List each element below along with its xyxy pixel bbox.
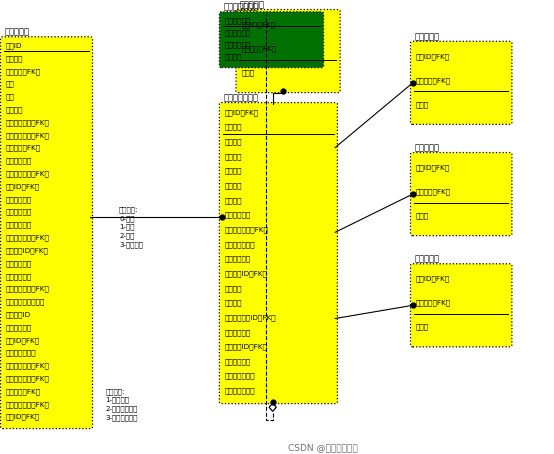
Text: 最近更新时间: 最近更新时间 bbox=[225, 329, 251, 336]
Text: 诊疗ID（FK）: 诊疗ID（FK） bbox=[416, 164, 450, 171]
Text: 诊疗ID（FK）: 诊疗ID（FK） bbox=[242, 21, 276, 28]
Text: 诊断序号（FK）: 诊断序号（FK） bbox=[242, 45, 276, 52]
Text: 首诊科室代码: 首诊科室代码 bbox=[6, 260, 32, 267]
FancyBboxPatch shape bbox=[1, 37, 93, 429]
Text: 机构ID（FK）: 机构ID（FK） bbox=[6, 183, 40, 190]
Text: 诊断分型描述: 诊断分型描述 bbox=[225, 212, 251, 218]
Text: 诊断状态:
0-候诊
1-确诊
2-排除
3-编码更改: 诊断状态: 0-候诊 1-确诊 2-排除 3-编码更改 bbox=[119, 207, 143, 247]
Text: 计划就诊日期: 计划就诊日期 bbox=[6, 273, 32, 280]
FancyBboxPatch shape bbox=[219, 12, 324, 68]
Text: 职业代号（FK）: 职业代号（FK） bbox=[6, 145, 41, 152]
Text: 绩码用户ID（FK）: 绩码用户ID（FK） bbox=[225, 344, 268, 350]
Text: 患者ID（FK）: 患者ID（FK） bbox=[6, 337, 40, 344]
Text: 是否儿童病例: 是否儿童病例 bbox=[6, 196, 32, 202]
Text: 诊断类型名称: 诊断类型名称 bbox=[225, 41, 251, 48]
Text: 诊断类型代号（FK）: 诊断类型代号（FK） bbox=[225, 227, 269, 233]
Text: 诊疗ID: 诊疗ID bbox=[6, 42, 23, 49]
Text: 参保人员编号: 参保人员编号 bbox=[6, 324, 32, 331]
Text: 诊断录入用户ID（FK）: 诊断录入用户ID（FK） bbox=[225, 314, 276, 321]
Text: 患者片区代号（FK）: 患者片区代号（FK） bbox=[6, 170, 50, 177]
Text: 诊断序号（FK）: 诊断序号（FK） bbox=[416, 77, 451, 84]
Text: 是否流动人口: 是否流动人口 bbox=[6, 222, 32, 228]
Text: 绩码员诊断编码: 绩码员诊断编码 bbox=[225, 373, 255, 380]
Text: 诊断名称: 诊断名称 bbox=[225, 197, 243, 204]
Text: 挂别代号（FK）: 挂别代号（FK） bbox=[6, 68, 41, 74]
Text: 诊疗记录表: 诊疗记录表 bbox=[4, 28, 29, 37]
Text: 诊断编码: 诊断编码 bbox=[225, 183, 243, 189]
Text: 诊疗ID（FK）: 诊疗ID（FK） bbox=[416, 276, 450, 282]
Text: 先诊后付划价单流水: 先诊后付划价单流水 bbox=[6, 299, 45, 305]
Text: 出院诊断表: 出院诊断表 bbox=[414, 255, 439, 264]
Text: 顺序号: 顺序号 bbox=[242, 69, 255, 76]
Text: 诊断序号（FK）: 诊断序号（FK） bbox=[416, 300, 451, 306]
Text: 年龄: 年龄 bbox=[6, 81, 15, 87]
FancyBboxPatch shape bbox=[411, 264, 512, 347]
Text: 诊疗ID（FK）: 诊疗ID（FK） bbox=[225, 109, 259, 116]
Text: 医疗类别代号（FK）: 医疗类别代号（FK） bbox=[6, 286, 50, 292]
FancyBboxPatch shape bbox=[219, 103, 337, 404]
FancyBboxPatch shape bbox=[411, 153, 512, 236]
Text: 险种类型代号（FK）: 险种类型代号（FK） bbox=[6, 132, 50, 138]
Text: 诊断时间: 诊断时间 bbox=[225, 138, 243, 145]
Text: 诊断类型代码表: 诊断类型代码表 bbox=[223, 3, 258, 12]
Text: 门诊诊断表: 门诊诊断表 bbox=[414, 32, 439, 41]
Text: 医保就诊ID: 医保就诊ID bbox=[6, 311, 32, 318]
Text: 是否传染性疾病: 是否传染性疾病 bbox=[225, 241, 255, 247]
Text: 诊疗ID（FK）: 诊疗ID（FK） bbox=[416, 53, 450, 59]
Text: 接诊时间: 接诊时间 bbox=[6, 106, 24, 113]
Text: 患者姓名: 患者姓名 bbox=[6, 55, 24, 62]
Text: 午别代号（FK）: 午别代号（FK） bbox=[6, 388, 41, 395]
Text: 挂号ID（FK）: 挂号ID（FK） bbox=[6, 414, 40, 420]
Text: 顺序号: 顺序号 bbox=[416, 212, 429, 219]
Text: 临床病种代号（FK）: 临床病种代号（FK） bbox=[6, 363, 50, 369]
Text: 诊疗记录诊断表: 诊疗记录诊断表 bbox=[223, 94, 258, 103]
Text: 入院诊断表: 入院诊断表 bbox=[414, 143, 439, 153]
Text: 诊断医师ID（FK）: 诊断医师ID（FK） bbox=[225, 270, 268, 277]
FancyBboxPatch shape bbox=[236, 10, 340, 93]
FancyBboxPatch shape bbox=[411, 41, 512, 124]
Text: 患者地区代码: 患者地区代码 bbox=[6, 158, 32, 164]
Text: 诊断类型编码: 诊断类型编码 bbox=[225, 29, 251, 36]
Text: 诊断状态: 诊断状态 bbox=[225, 285, 243, 291]
Text: 是否老年病例: 是否老年病例 bbox=[6, 209, 32, 216]
Text: 排除时间: 排除时间 bbox=[225, 168, 243, 174]
Text: 危急值报告次数: 危急值报告次数 bbox=[6, 350, 37, 356]
Text: 绩码员诊断名称: 绩码员诊断名称 bbox=[225, 388, 255, 394]
Text: 确诊时间: 确诊时间 bbox=[225, 153, 243, 160]
Text: 是否初次诊断: 是否初次诊断 bbox=[225, 256, 251, 262]
Text: 诊断类别:
1-西医诊断
2-中医病名诊断
3-中医证候诊断: 诊断类别: 1-西医诊断 2-中医病名诊断 3-中医证候诊断 bbox=[105, 388, 138, 420]
Text: 顺序号: 顺序号 bbox=[416, 101, 429, 108]
Text: 年龄组别代号（FK）: 年龄组别代号（FK） bbox=[6, 375, 50, 382]
Text: 医保诊断表: 医保诊断表 bbox=[240, 0, 265, 10]
Text: 诊断类型代号: 诊断类型代号 bbox=[225, 17, 251, 24]
Text: 诊疗类型代号（FK）: 诊疗类型代号（FK） bbox=[6, 235, 50, 241]
Text: 日龄: 日龄 bbox=[6, 94, 15, 100]
Text: 婚姻状况代号（FK）: 婚姻状况代号（FK） bbox=[6, 401, 50, 408]
Text: 诊断序号（FK）: 诊断序号（FK） bbox=[416, 188, 451, 195]
Text: 首诊医师ID（FK）: 首诊医师ID（FK） bbox=[6, 247, 49, 254]
Text: 患者类型代号（FK）: 患者类型代号（FK） bbox=[6, 119, 50, 126]
Text: 最后绩码时间: 最后绩码时间 bbox=[225, 358, 251, 365]
Text: 显示顺序: 显示顺序 bbox=[225, 300, 243, 306]
Text: CSDN @苦玉的儒子牛: CSDN @苦玉的儒子牛 bbox=[288, 443, 358, 452]
Text: 顺序号: 顺序号 bbox=[416, 324, 429, 331]
Text: 显示顺序: 显示顺序 bbox=[225, 54, 243, 60]
Text: 诊断序号: 诊断序号 bbox=[225, 124, 243, 130]
